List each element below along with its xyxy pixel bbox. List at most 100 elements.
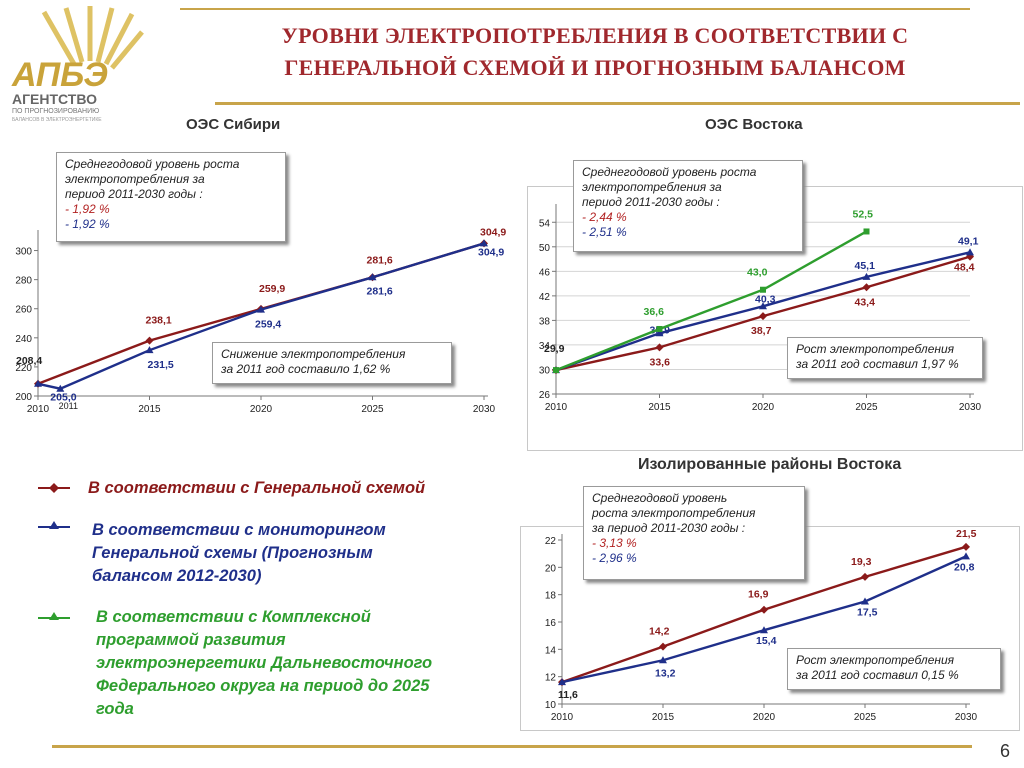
data-label-general: 33,6 (650, 356, 671, 368)
legend-marker-program (38, 612, 70, 620)
legend-marker-monitoring (38, 521, 70, 529)
ann-text: период 2011-2030 годы : (582, 195, 720, 209)
series-line-monitoring (37, 242, 485, 390)
ann-rate-monitoring: - 2,51 % (582, 225, 627, 239)
data-label-general: 43,4 (855, 296, 876, 308)
y-tick-label: 20 (545, 563, 557, 574)
y-tick-label: 26 (539, 390, 551, 401)
x-tick-label: 2015 (138, 404, 161, 415)
slide-title: УРОВНИ ЭЛЕКТРОПОТРЕБЛЕНИЯ В СООТВЕТСТВИИ… (170, 20, 1020, 84)
data-label-monitoring: 15,4 (756, 635, 777, 647)
point-program (863, 228, 870, 235)
point-monitoring (962, 552, 970, 560)
annotation-siberia-growth: Среднегодовой уровень роста электропотре… (56, 152, 286, 242)
y-tick-label: 200 (15, 392, 32, 403)
chart-siberia: 200 220 240 260 280 300 2010 2015 2020 2025 2030 20… (15, 226, 506, 415)
legend-monitoring-line: балансом 2012-2030) (92, 567, 262, 585)
point-monitoring (659, 656, 667, 664)
annotation-isolated-rise: Рост электропотребления за 2011 год сост… (787, 648, 1001, 690)
point-monitoring (480, 239, 488, 247)
y-tick-label: 34 (539, 341, 551, 352)
data-label-general: 38,7 (751, 325, 772, 337)
data-label-monitoring: 259,4 (255, 319, 281, 331)
data-label-general: 16,9 (748, 589, 769, 601)
ann-text: электропотребления за (65, 172, 205, 186)
legend-program-line: Федерального округа на период до 2025 (96, 677, 430, 695)
point-general (861, 572, 869, 581)
logo-line3: БАЛАНСОВ В ЭЛЕКТРОЭНЕРГЕТИКЕ (12, 117, 102, 123)
point-general (659, 642, 667, 651)
data-label-monitoring: 17,5 (857, 607, 878, 619)
ann-text: за 2011 год составил 0,15 % (796, 668, 959, 682)
x-tick-label: 2015 (648, 402, 671, 413)
page-number: 6 (999, 741, 1010, 761)
title-line2: ГЕНЕРАЛЬНОЙ СХЕМОЙ И ПРОГНОЗНЫМ БАЛАНСОМ (284, 55, 906, 80)
ann-text: электропотребления за (582, 180, 722, 194)
y-tick-label: 12 (545, 673, 557, 684)
ann-text: роста электропотребления (592, 506, 756, 520)
point-monitoring (368, 273, 377, 281)
ann-rate-monitoring: - 2,96 % (592, 551, 637, 565)
ann-text: период 2011-2030 годы : (65, 187, 203, 201)
point-monitoring (759, 302, 767, 310)
logo-line2: ПО ПРОГНОЗИРОВАНИЮ (12, 108, 99, 115)
y-tick-label: 300 (15, 247, 32, 258)
point-monitoring (862, 272, 871, 280)
y-tick-label: 50 (539, 243, 551, 254)
section-title-siberia: ОЭС Сибири (186, 116, 281, 133)
y-tick-label: 280 (15, 276, 32, 287)
ann-text: Среднегодовой уровень (592, 491, 728, 505)
data-label-general: 19,3 (851, 556, 872, 568)
annotation-isolated-growth: Среднегодовой уровень роста электропотре… (583, 486, 805, 580)
point-monitoring (145, 346, 154, 354)
data-label-general: 304,9 (480, 226, 506, 238)
y-tick-label: 220 (15, 363, 32, 374)
data-label-monitoring: 304,9 (478, 246, 504, 258)
bottom-divider (52, 745, 972, 748)
data-label-monitoring: 20,8 (954, 561, 975, 573)
y-tick-label: 10 (545, 700, 557, 711)
point-program (760, 286, 766, 293)
ann-text: за период 2011-2030 годы : (592, 521, 746, 535)
ann-text: за 2011 год составило 1,62 % (221, 362, 391, 376)
point-monitoring (56, 384, 65, 392)
legend-monitoring: В соответствии с мониторингом Генерально… (92, 519, 386, 588)
data-label-monitoring: 281,6 (367, 285, 393, 297)
annotation-east-growth: Среднегодовой уровень роста электропотре… (573, 160, 803, 252)
ann-text: Снижение электропотребления (221, 347, 406, 361)
x-tick-label-extra: 2011 (59, 401, 78, 411)
x-tick-label: 2010 (27, 404, 50, 415)
x-tick-label: 2030 (959, 402, 982, 413)
x-tick-label: 2020 (250, 404, 273, 415)
legend-general: В соответствии с Генеральной схемой (88, 479, 426, 497)
data-label-general: 238,1 (146, 315, 172, 327)
ann-text: за 2011 год составил 1,97 % (796, 357, 959, 371)
series-line-program (555, 230, 868, 372)
y-tick-label: 260 (15, 305, 32, 316)
data-label-monitoring: 45,1 (855, 260, 876, 272)
data-label-general: 281,6 (367, 254, 393, 266)
legend-program-line: программой развития (96, 631, 286, 649)
ann-rate-general: - 2,44 % (582, 210, 627, 224)
y-tick-label: 42 (539, 292, 551, 303)
annotation-east-rise: Рост электропотребления за 2011 год сост… (787, 337, 983, 379)
y-tick-label: 38 (539, 316, 551, 327)
legend-marker-general (38, 483, 70, 493)
title-divider (215, 102, 1020, 105)
logo-name: АПБЭ (11, 56, 108, 94)
ann-rate-monitoring: - 1,92 % (65, 217, 110, 231)
legend-program: В соответствии с Комплексной программой … (96, 606, 432, 721)
point-general (145, 336, 154, 345)
x-tick-label: 2020 (753, 712, 776, 723)
data-label-general: 29,9 (544, 343, 565, 355)
data-label-monitoring: 13,2 (655, 667, 676, 679)
data-label-general: 259,9 (259, 283, 285, 295)
top-divider (180, 8, 970, 10)
data-label-general: 21,5 (956, 528, 977, 540)
ann-text: Среднегодовой уровень роста (65, 157, 240, 171)
x-tick-label: 2010 (551, 712, 574, 723)
x-tick-label: 2020 (752, 402, 775, 413)
data-label-monitoring: 11,6 (558, 689, 578, 701)
ann-text: Среднегодовой уровень роста (582, 165, 757, 179)
point-general (760, 605, 768, 614)
